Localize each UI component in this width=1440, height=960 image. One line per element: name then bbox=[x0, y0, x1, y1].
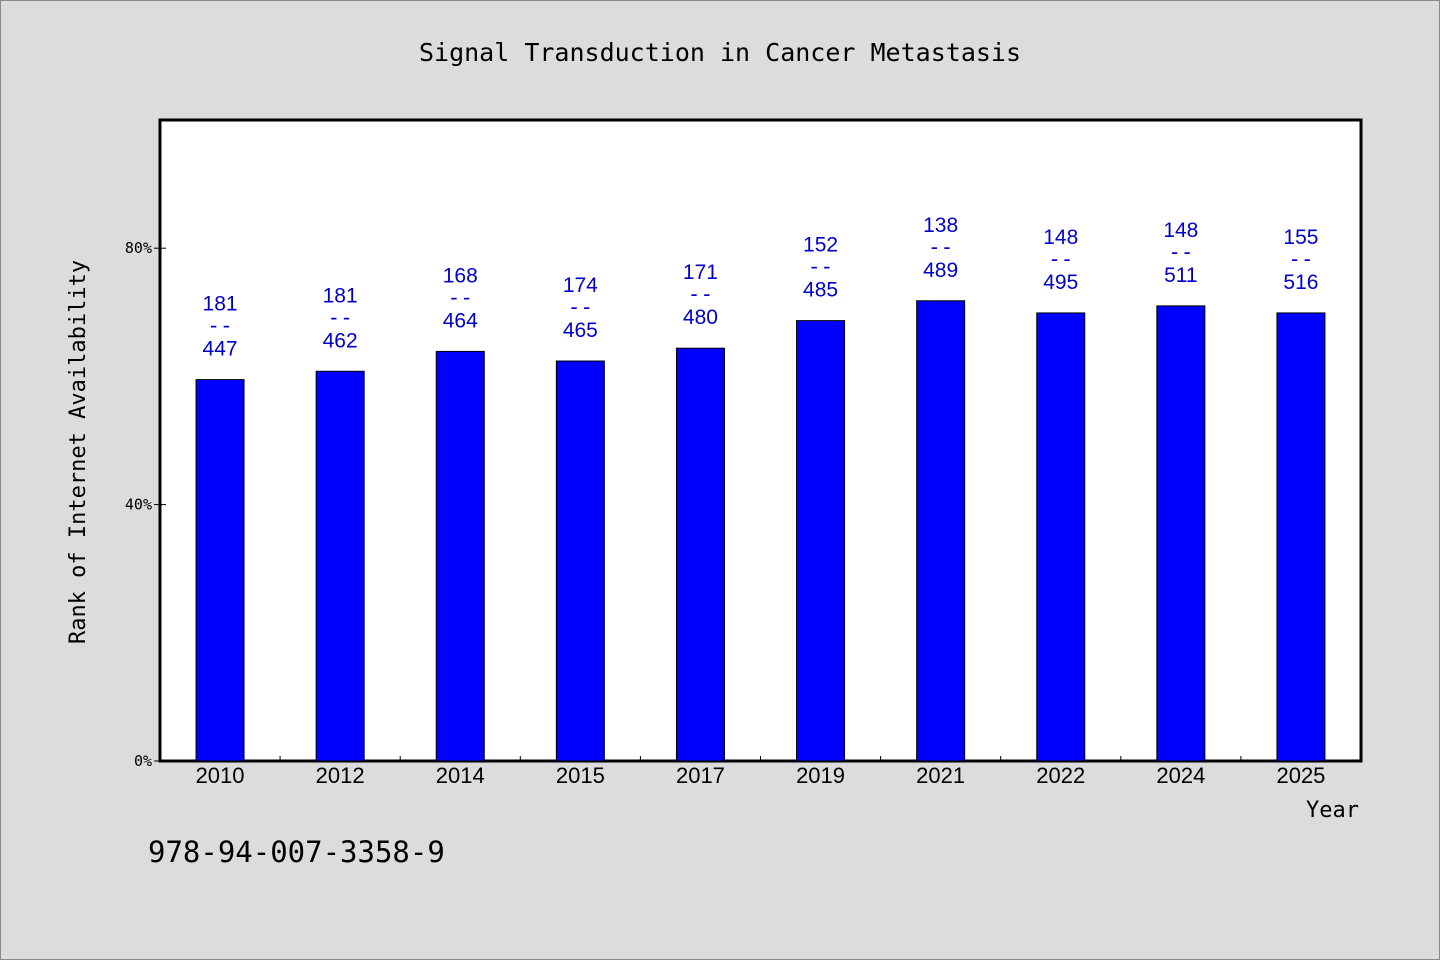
bar-label-bottom: 447 bbox=[203, 338, 238, 361]
x-tick-label: 2015 bbox=[556, 763, 605, 788]
x-tick-label: 2024 bbox=[1156, 763, 1205, 788]
x-tick-label: 2019 bbox=[796, 763, 845, 788]
x-tick-label: 2014 bbox=[436, 763, 485, 788]
bar-label-separator: -- bbox=[688, 282, 713, 306]
x-axis: 2010 2012 2014 2015 2017 2019 2021 2022 2024 2025 bbox=[196, 756, 1325, 788]
bar-label-top: 152 bbox=[803, 234, 838, 257]
bar-label-separator: -- bbox=[568, 295, 593, 319]
x-tick-label: 2017 bbox=[676, 763, 725, 788]
bar-label-separator: -- bbox=[207, 314, 232, 338]
x-axis-label: Year bbox=[1306, 798, 1359, 823]
bar bbox=[1036, 312, 1086, 762]
bar bbox=[555, 360, 605, 762]
bar-label-separator: -- bbox=[1048, 247, 1073, 271]
bars-group bbox=[195, 300, 1326, 762]
bar-label-top: 174 bbox=[563, 274, 598, 297]
bar-label-separator: -- bbox=[448, 285, 473, 309]
bar bbox=[195, 379, 245, 762]
data-labels-group: 181--447181--462168--464174--465171--480… bbox=[203, 214, 1319, 361]
bar-label-separator: -- bbox=[1168, 240, 1193, 264]
bar-label-bottom: 465 bbox=[563, 319, 598, 342]
bar-label-bottom: 464 bbox=[443, 309, 478, 332]
bar-label-top: 171 bbox=[683, 261, 718, 284]
bar-label-bottom: 495 bbox=[1043, 271, 1078, 294]
bar-label-separator: -- bbox=[1288, 247, 1313, 271]
y-tick-label: 0% bbox=[134, 752, 152, 770]
x-tick-label: 2010 bbox=[196, 763, 245, 788]
bar bbox=[315, 370, 365, 762]
x-tick-label: 2025 bbox=[1276, 763, 1325, 788]
bar-label-top: 138 bbox=[923, 214, 958, 237]
bar bbox=[916, 300, 966, 762]
bar-label-top: 155 bbox=[1283, 226, 1318, 249]
footer-code: 978-94-007-3358-9 bbox=[148, 835, 445, 869]
bar-label-top: 181 bbox=[203, 293, 238, 316]
chart-title: Signal Transduction in Cancer Metastasis bbox=[419, 38, 1021, 67]
bar bbox=[675, 347, 725, 762]
bar bbox=[796, 320, 846, 762]
y-tick-label: 80% bbox=[125, 239, 152, 257]
bar-label-bottom: 516 bbox=[1283, 271, 1318, 294]
bar bbox=[1276, 312, 1326, 762]
bar bbox=[1156, 305, 1206, 762]
bar-label-top: 181 bbox=[323, 284, 358, 307]
bar-label-bottom: 489 bbox=[923, 259, 958, 282]
y-tick-label: 40% bbox=[125, 496, 152, 514]
bar-label-separator: -- bbox=[928, 235, 953, 259]
y-axis-label: Rank of Internet Availability bbox=[66, 260, 91, 644]
bar-label-bottom: 480 bbox=[683, 306, 718, 329]
bar-label-separator: -- bbox=[328, 305, 353, 329]
y-axis: 0% 40% 80% bbox=[125, 239, 166, 770]
x-tick-label: 2021 bbox=[916, 763, 965, 788]
bar-label-top: 168 bbox=[443, 264, 478, 287]
bar-label-bottom: 462 bbox=[323, 329, 358, 352]
bar bbox=[435, 350, 485, 762]
bar-label-bottom: 485 bbox=[803, 279, 838, 302]
bar-label-top: 148 bbox=[1163, 219, 1198, 242]
bar-label-bottom: 511 bbox=[1164, 264, 1197, 287]
bar-label-top: 148 bbox=[1043, 226, 1078, 249]
x-tick-label: 2012 bbox=[316, 763, 365, 788]
bar-label-separator: -- bbox=[808, 255, 833, 279]
x-tick-label: 2022 bbox=[1036, 763, 1085, 788]
